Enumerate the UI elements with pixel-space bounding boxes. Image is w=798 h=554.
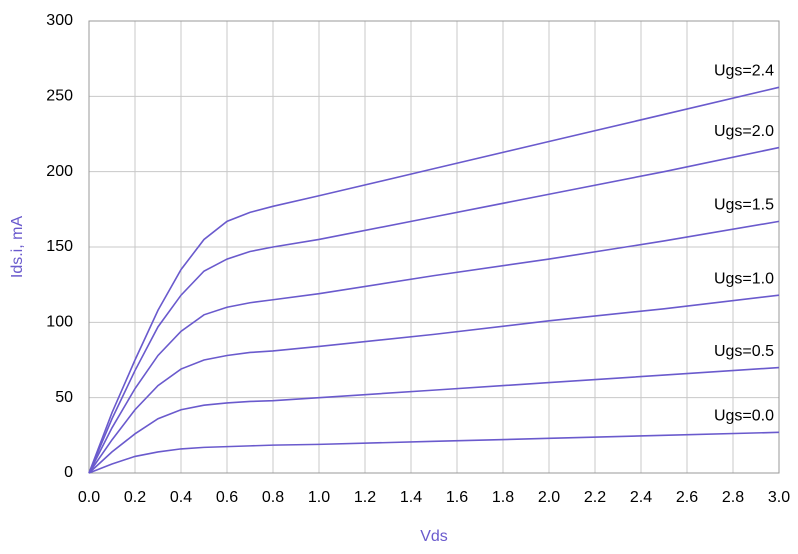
x-tick-label: 1.6 [446, 489, 468, 506]
series-label: Ugs=0.0 [714, 408, 774, 425]
x-tick-label: 1.0 [308, 489, 330, 506]
x-tick-label: 0.8 [262, 489, 284, 506]
x-tick-label: 0.6 [216, 489, 238, 506]
series-line [88, 431, 780, 474]
y-tick-label: 0 [64, 464, 73, 481]
x-tick-label: 0.4 [170, 489, 192, 506]
x-tick-label: 1.8 [492, 489, 514, 506]
y-tick-label: 150 [46, 238, 73, 255]
series-line [88, 294, 780, 474]
series-line [88, 146, 780, 474]
y-tick-label: 50 [55, 389, 73, 406]
series-label: Ugs=2.4 [714, 63, 774, 80]
series-label: Ugs=2.0 [714, 123, 774, 140]
x-tick-label: 2.2 [584, 489, 606, 506]
y-axis-title: Ids.i, mA [9, 216, 26, 279]
series-label: Ugs=0.5 [714, 343, 774, 360]
x-tick-label: 2.0 [538, 489, 560, 506]
x-tick-label: 1.4 [400, 489, 422, 506]
x-tick-label: 3.0 [768, 489, 790, 506]
y-tick-label: 100 [46, 314, 73, 331]
x-tick-label: 2.8 [722, 489, 744, 506]
y-tick-label: 300 [46, 12, 73, 29]
series-line [88, 86, 780, 474]
y-tick-label: 200 [46, 163, 73, 180]
series-line [88, 220, 780, 474]
y-tick-label: 250 [46, 88, 73, 105]
series-label: Ugs=1.5 [714, 197, 774, 214]
x-tick-label: 1.2 [354, 489, 376, 506]
plot-frame [88, 20, 780, 474]
series-line [88, 366, 780, 474]
x-tick-label: 2.4 [630, 489, 652, 506]
series-label: Ugs=1.0 [714, 270, 774, 287]
x-axis-title: Vds [420, 528, 448, 545]
x-tick-label: 0.0 [78, 489, 100, 506]
x-tick-label: 2.6 [676, 489, 698, 506]
x-tick-label: 0.2 [124, 489, 146, 506]
